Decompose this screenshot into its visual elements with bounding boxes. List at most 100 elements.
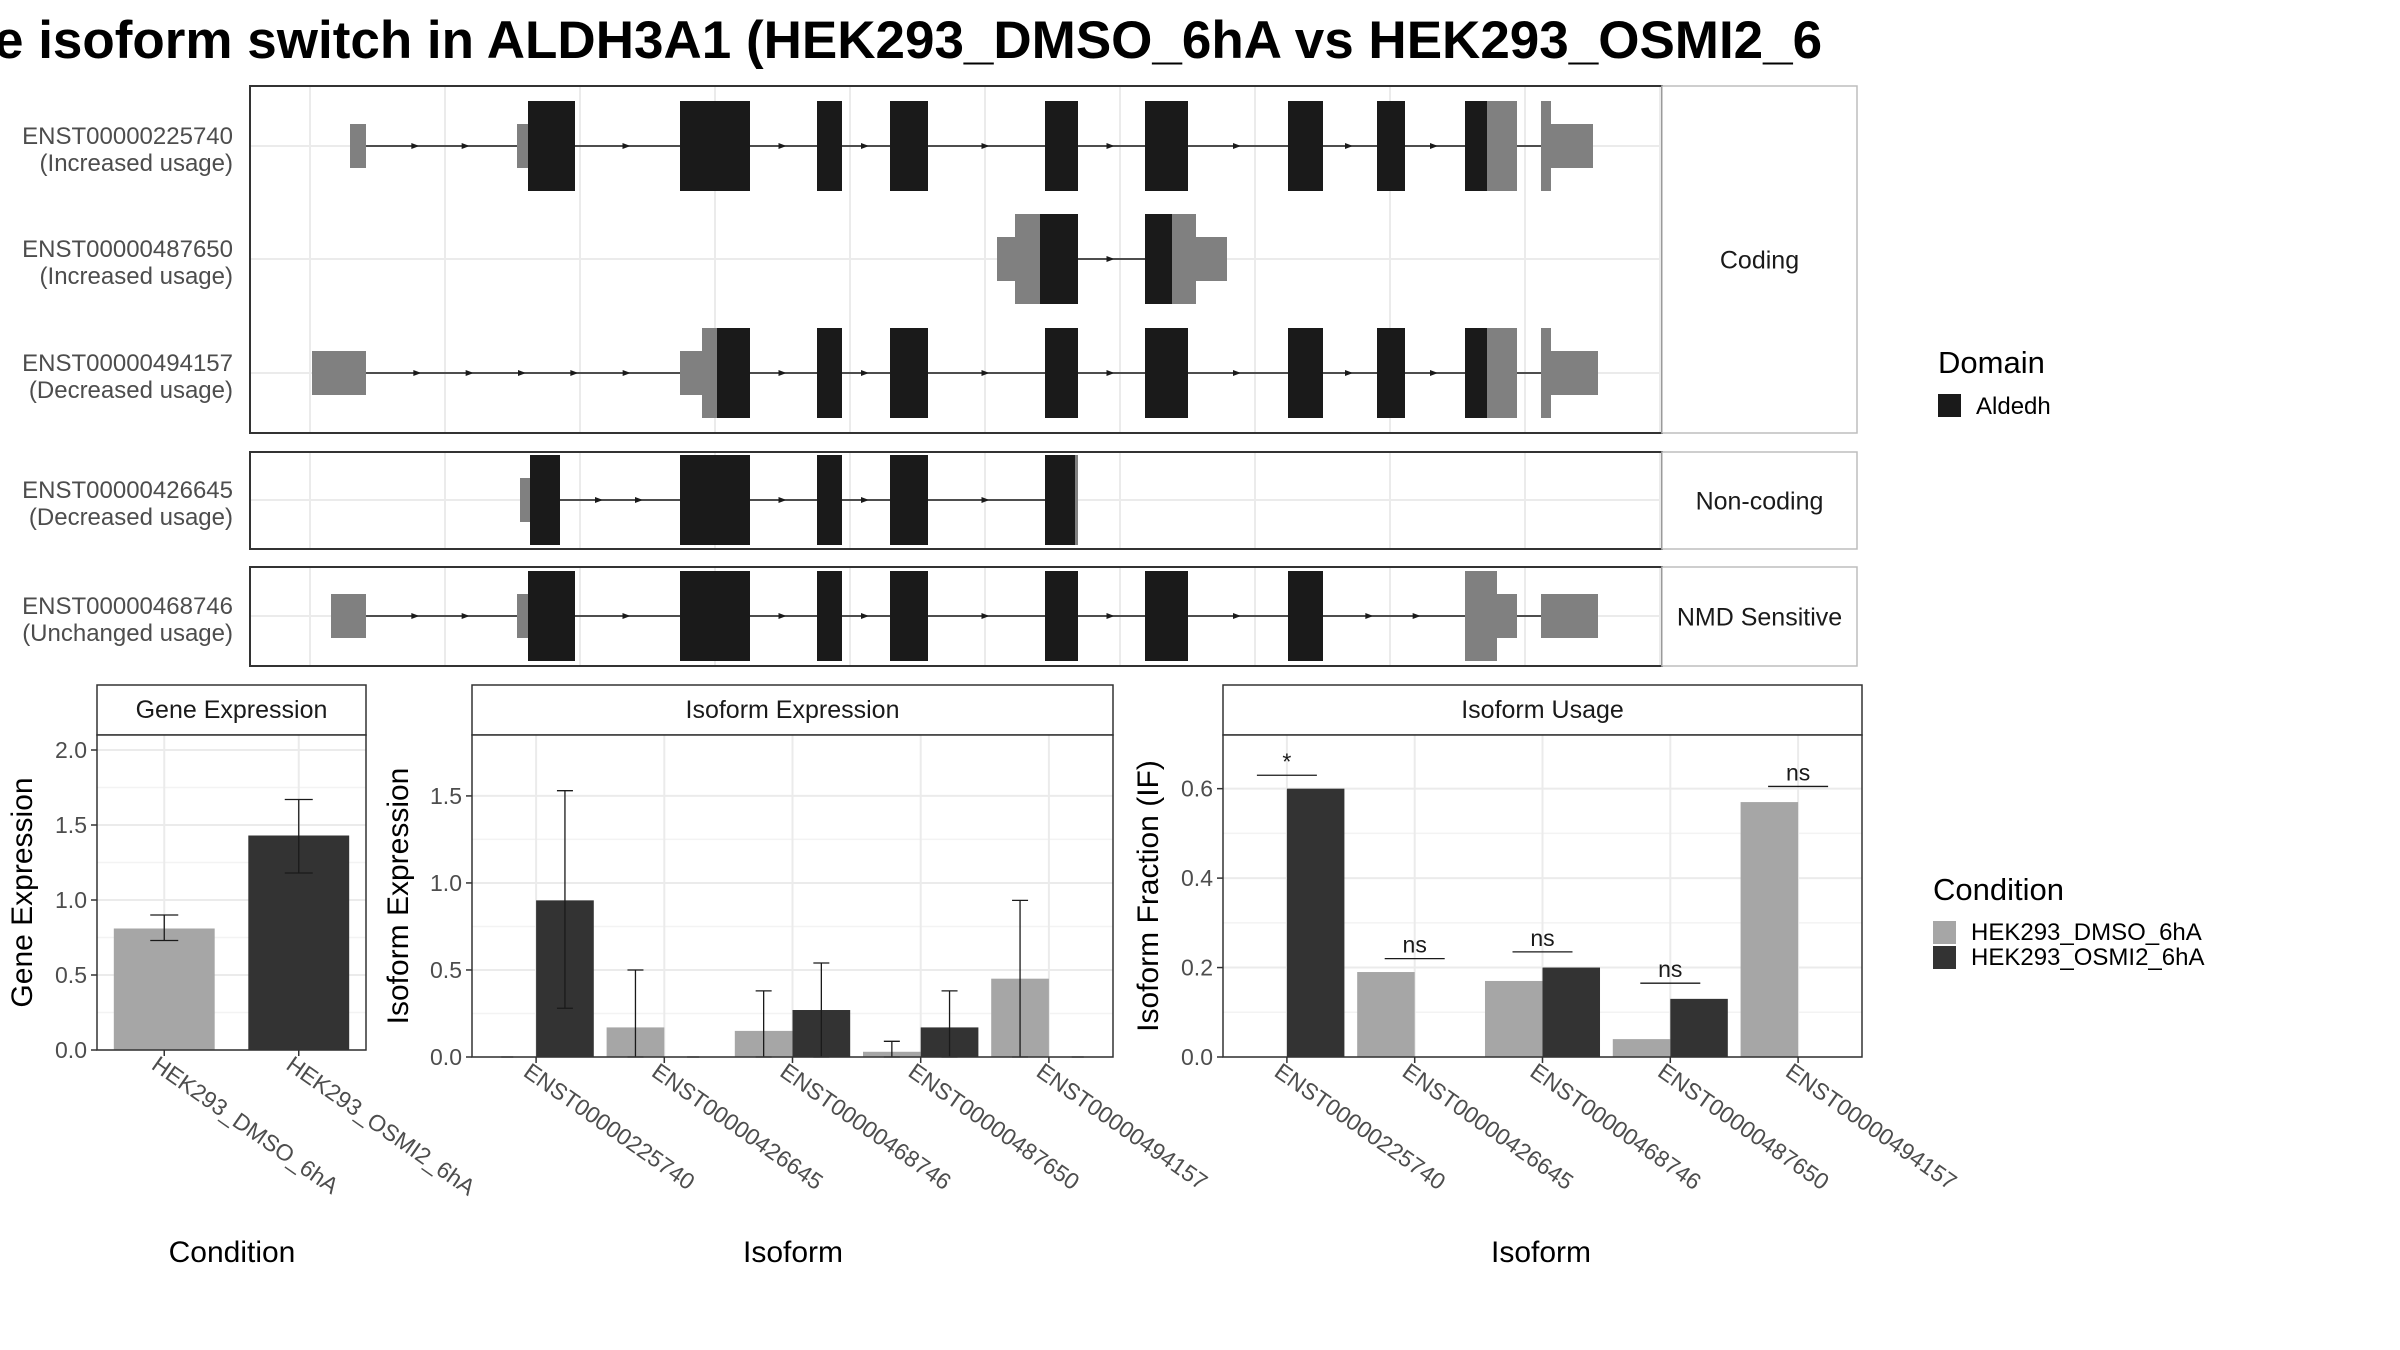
- intron-arrow: [595, 497, 603, 503]
- x-axis-title: Isoform: [1491, 1236, 1591, 1269]
- bar: [113, 928, 215, 1050]
- intron-arrow: [1106, 143, 1115, 149]
- exon-utr: [1541, 328, 1551, 418]
- exon-utr: [1075, 455, 1078, 545]
- y-tick-label: 0.2: [1181, 955, 1213, 981]
- exon-domain: [817, 328, 842, 418]
- exon-utr: [350, 124, 366, 168]
- significance-label: ns: [1403, 932, 1427, 958]
- strip-label: Coding: [1720, 247, 1799, 275]
- intron-arrow: [1233, 370, 1241, 376]
- y-tick-label: 2.0: [55, 737, 87, 763]
- intron-arrow: [413, 370, 422, 376]
- transcript-usage: (Increased usage): [40, 150, 233, 177]
- transcript-label: ENST00000487650 (Increased usage): [22, 236, 233, 290]
- transcript-id: ENST00000487650: [22, 236, 233, 263]
- transcript-label: ENST00000426645 (Decreased usage): [22, 477, 233, 531]
- y-axis-title: Isoform Expression: [382, 768, 415, 1025]
- exon-utr: [1196, 237, 1227, 281]
- intron-arrow: [461, 143, 470, 149]
- exon-utr: [1541, 101, 1551, 191]
- exon-domain: [1288, 571, 1323, 661]
- exon-domain: [890, 101, 928, 191]
- domain-legend-label: Aldedh: [1976, 393, 2051, 420]
- domain-legend-title: Domain: [1938, 345, 2045, 380]
- exon-utr: [1551, 124, 1593, 168]
- exon-domain: [817, 455, 842, 545]
- transcript-panel-2: NMD Sensitive ENST00000468746 (Unchanged u…: [22, 566, 1858, 667]
- condition-legend-title: Condition: [1933, 872, 2064, 907]
- exon-utr: [680, 351, 702, 395]
- intron-arrow: [1345, 143, 1353, 149]
- legends: Domain Aldedh Condition HEK293_DMSO_6hAHEK2…: [1933, 345, 2204, 971]
- transcript-usage: (Decreased usage): [29, 377, 233, 404]
- exon-domain: [680, 101, 750, 191]
- y-tick-label: 1.0: [430, 870, 462, 896]
- transcript-id: ENST00000468746: [22, 593, 233, 620]
- y-axis-title: Isoform Fraction (IF): [1132, 760, 1165, 1032]
- exon-domain: [528, 571, 575, 661]
- x-axis-title: Isoform: [743, 1236, 843, 1269]
- significance-label: *: [1282, 748, 1291, 774]
- exon-domain: [1040, 214, 1078, 304]
- exon-domain: [528, 101, 575, 191]
- intron-arrow: [570, 370, 579, 376]
- exon-domain: [530, 455, 560, 545]
- strip-box: [471, 684, 1114, 736]
- intron-arrow: [622, 143, 631, 149]
- strip-label: Isoform Expression: [686, 696, 900, 724]
- strip-box: [1661, 85, 1858, 434]
- strip-box: [1661, 451, 1858, 550]
- intron-arrow: [1345, 370, 1353, 376]
- y-tick-label: 0.5: [55, 962, 87, 988]
- exon-domain: [1145, 101, 1188, 191]
- exon-domain: [1465, 328, 1487, 418]
- intron-arrow: [778, 143, 787, 149]
- panel-border: [96, 734, 367, 1051]
- intron-arrow: [778, 613, 787, 619]
- intron-arrow: [1106, 370, 1115, 376]
- strip-label: NMD Sensitive: [1677, 604, 1842, 632]
- y-tick-label: 0.0: [1181, 1044, 1213, 1070]
- exon-domain: [717, 328, 750, 418]
- intron-arrow: [861, 613, 869, 619]
- exon-domain: [890, 328, 928, 418]
- intron-arrow: [981, 143, 990, 149]
- bar: [1542, 967, 1601, 1057]
- transcript-usage: (Unchanged usage): [22, 620, 233, 647]
- strip-box: [1661, 566, 1858, 667]
- exon-utr: [331, 594, 366, 638]
- exon-domain: [817, 571, 842, 661]
- intron-arrow: [861, 143, 869, 149]
- exon-domain: [1045, 101, 1078, 191]
- strip-label: Isoform Usage: [1461, 696, 1624, 724]
- intron-arrow: [981, 497, 990, 503]
- bar: [1670, 998, 1728, 1057]
- intron-arrow: [981, 613, 990, 619]
- exon-domain: [817, 101, 842, 191]
- exon-utr: [517, 594, 528, 638]
- transcript-id: ENST00000426645: [22, 477, 233, 504]
- exon-domain: [1045, 328, 1078, 418]
- y-tick-label: 1.0: [55, 887, 87, 913]
- exon-domain: [1377, 328, 1405, 418]
- intron-arrow: [518, 370, 526, 376]
- bar-panels: Gene Expression0.00.51.01.52.0HEK293_DMS…: [6, 684, 1962, 1269]
- y-tick-label: 0.6: [1181, 776, 1213, 802]
- y-axis-title: Gene Expression: [6, 777, 39, 1007]
- domain-legend-key: [1938, 394, 1961, 417]
- exon-utr: [1497, 594, 1517, 638]
- intron-arrow: [1233, 613, 1241, 619]
- intron-arrow: [981, 370, 990, 376]
- intron-arrow: [1430, 143, 1438, 149]
- condition-legend-key: [1933, 946, 1956, 969]
- intron-arrow: [461, 613, 470, 619]
- exon-domain: [680, 455, 750, 545]
- exon-domain: [1045, 571, 1078, 661]
- strip-label: Gene Expression: [136, 696, 328, 724]
- intron-arrow: [622, 370, 631, 376]
- exon-utr: [1015, 214, 1040, 304]
